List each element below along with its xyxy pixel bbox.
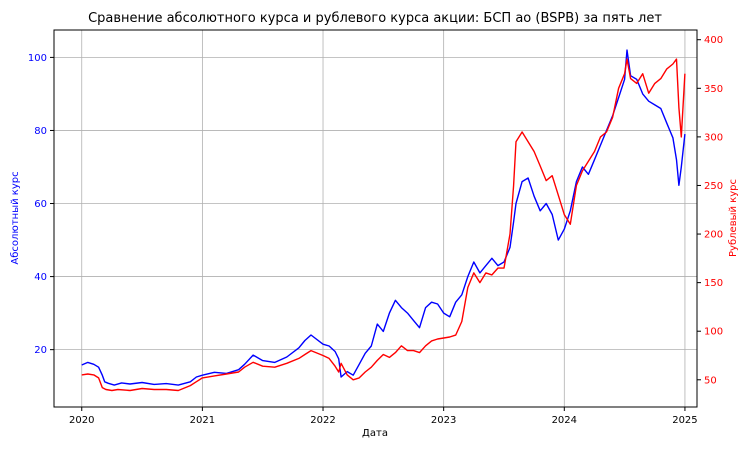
x-tick-label: 2021 xyxy=(190,415,215,426)
y-right-tick-label: 150 xyxy=(704,278,723,289)
y-right-tick-label: 300 xyxy=(704,132,723,143)
y-right-tick-label: 350 xyxy=(704,84,723,95)
x-tick-label: 2023 xyxy=(431,415,456,426)
x-axis-label: Дата xyxy=(362,428,388,439)
x-tick-label: 2025 xyxy=(672,415,697,426)
y-right-tick-label: 400 xyxy=(704,35,723,46)
y-left-tick-label: 100 xyxy=(28,53,47,64)
y-left-tick-label: 80 xyxy=(34,126,47,137)
plot-frame xyxy=(53,29,698,408)
chart-title: Сравнение абсолютного курса и рублевого … xyxy=(88,11,662,26)
y-right-tick-label: 200 xyxy=(704,230,723,241)
x-tick-label: 2020 xyxy=(69,415,94,426)
y-right-tick-label: 250 xyxy=(704,181,723,192)
series-ruble-rate xyxy=(81,58,686,392)
x-tick-label: 2022 xyxy=(310,415,335,426)
y-left-tick-label: 40 xyxy=(34,272,47,283)
y-left-tick-label: 20 xyxy=(34,345,47,356)
y-right-axis-ticks: 50 100 150 200 250 300 350 400 xyxy=(697,35,723,386)
y-left-axis-label: Абсолютный курс xyxy=(10,171,21,264)
grid xyxy=(54,30,697,407)
ruble-rate-line xyxy=(81,58,686,392)
y-right-axis-label: Рублевый курс xyxy=(728,179,739,257)
x-tick-label: 2024 xyxy=(552,415,577,426)
y-right-tick-label: 50 xyxy=(704,375,717,386)
y-right-tick-label: 100 xyxy=(704,327,723,338)
y-left-tick-label: 60 xyxy=(34,199,47,210)
y-left-axis-ticks: 20 40 60 80 100 xyxy=(28,53,54,356)
x-axis-ticks: 2020 2021 2022 2023 2024 2025 xyxy=(69,407,698,426)
